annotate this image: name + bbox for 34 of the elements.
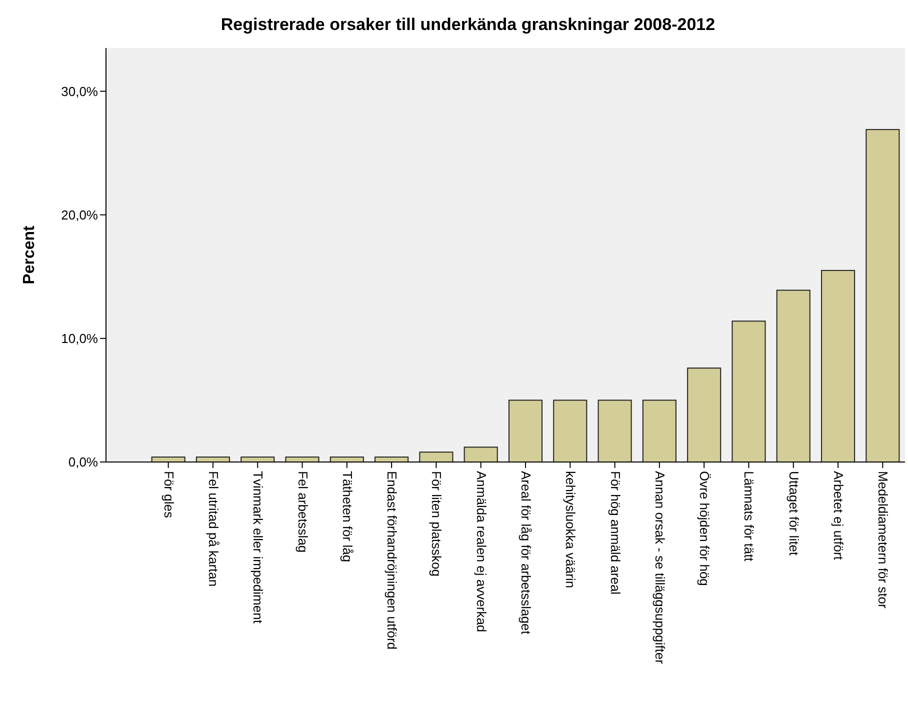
x-tick-label: Fel arbetsslag [295, 471, 310, 553]
y-axis-title: Percent [21, 224, 38, 284]
x-tick-label: kehitysluokka väärin [563, 471, 578, 588]
x-tick-label: Tätheten för låg [340, 471, 355, 562]
y-tick-label: 30,0% [61, 84, 98, 99]
bar [464, 446, 498, 462]
x-tick-label: Areal för låg för arbetsslaget [518, 471, 534, 635]
bar [732, 320, 766, 462]
x-tick-label: Tvinmark eller impediment [250, 471, 266, 624]
x-tick-label: Arbetet ej utfört [831, 471, 846, 560]
x-tick-label: Lämnats för tätt [742, 471, 757, 562]
x-tick-label: Fel utritad på kartan [206, 471, 221, 587]
y-tick-label: 20,0% [61, 207, 98, 222]
chart-title: Registrerade orsaker till underkända granskningar 2008-2012 [220, 15, 716, 34]
x-tick-label: Anmälda realen ej avverkad [474, 471, 489, 632]
x-tick-label: Annan orsak - se tilläggsuppgifter [652, 471, 668, 665]
bar [687, 368, 722, 462]
x-tick-label: För hög anmäld areal [608, 471, 623, 595]
x-tick-label: För liten platsskog [429, 471, 444, 576]
bar [598, 400, 632, 462]
bar [508, 400, 543, 462]
x-tick-label: För gles [161, 471, 176, 518]
y-tick-label: 10,0% [61, 330, 98, 346]
bar [553, 400, 588, 462]
bar [776, 290, 810, 462]
x-tick-label: Uttaget för litet [786, 471, 802, 556]
bar [821, 270, 856, 462]
x-tick-label: Endast förhandröjningen utförd [384, 471, 400, 650]
y-tick-label: 0,0% [68, 454, 98, 470]
bar [866, 129, 900, 462]
bar [642, 400, 676, 462]
bar [419, 452, 454, 462]
x-tick-label: Övre höjden för hög [697, 471, 712, 586]
x-tick-label: Medeldiametern för stor [876, 471, 891, 609]
